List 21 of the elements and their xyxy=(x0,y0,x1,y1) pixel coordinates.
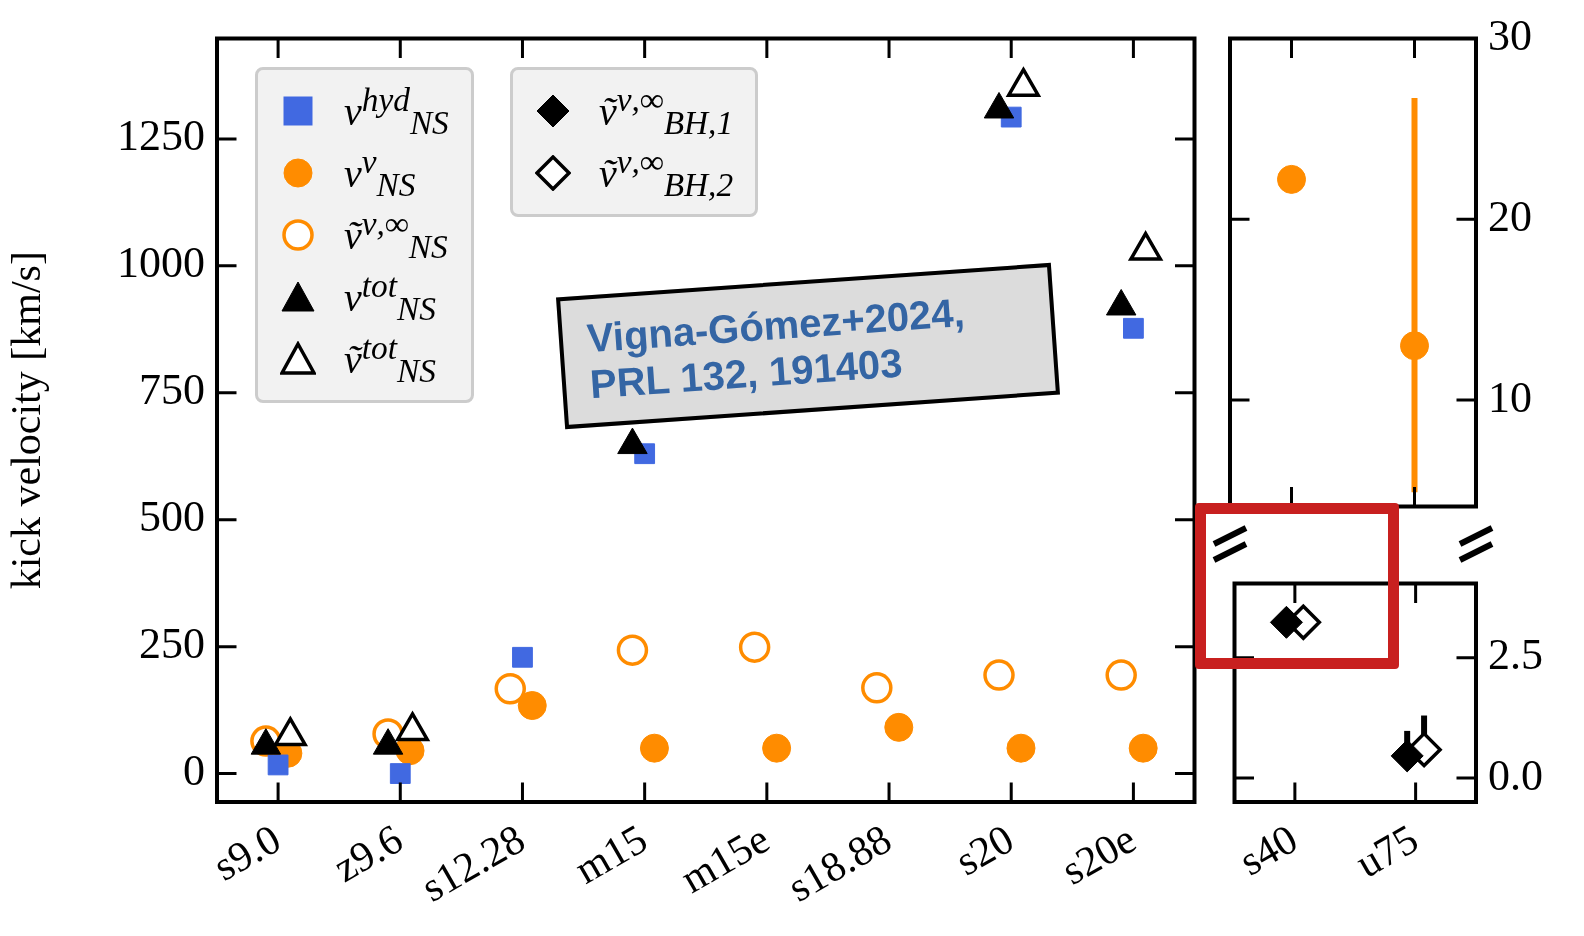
y-tick-label: 0.0 xyxy=(1488,750,1543,800)
y-tick-label: 0 xyxy=(183,746,205,796)
y-tick-label: 1000 xyxy=(117,238,205,288)
x-tick-label: z9.6 xyxy=(325,815,411,891)
y-axis-title: kick velocity [km/s] xyxy=(3,251,50,590)
x-tick-label: s40 xyxy=(1231,815,1305,885)
y-tick-label: 250 xyxy=(139,619,205,669)
y-tick-label: 1250 xyxy=(117,111,205,161)
x-tick-label: u75 xyxy=(1348,815,1426,887)
x-tick-label: s20 xyxy=(947,815,1022,885)
x-tick-label: m15e xyxy=(673,815,777,902)
x-tick-label: s9.0 xyxy=(205,815,289,890)
y-tick-label: 2.5 xyxy=(1488,630,1543,680)
annotation: Vigna-Gómez+2024, PRL 132, 191403 xyxy=(556,262,1060,430)
y-tick-label: 30 xyxy=(1488,10,1532,60)
x-tick-label: s20e xyxy=(1053,815,1144,894)
x-tick-label: m15 xyxy=(567,815,655,893)
y-tick-label: 500 xyxy=(139,492,205,542)
y-tick-label: 750 xyxy=(139,365,205,415)
y-tick-label: 10 xyxy=(1488,372,1532,422)
y-tick-label: 20 xyxy=(1488,191,1532,241)
